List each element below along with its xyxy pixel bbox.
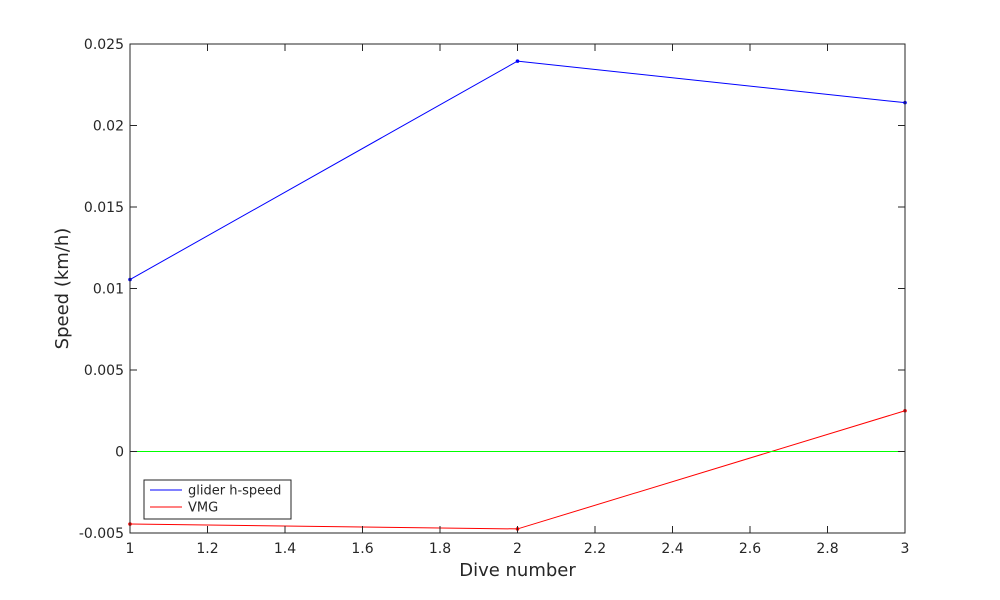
x-tick-label: 2.2 — [584, 541, 606, 557]
x-tick-label: 1.4 — [274, 541, 296, 557]
y-tick-label: -0.005 — [79, 526, 124, 542]
y-axis-label: Speed (km/h) — [52, 228, 73, 350]
x-tick-label: 1.6 — [351, 541, 373, 557]
x-axis-label: Dive number — [459, 560, 576, 581]
legend-box — [143, 479, 292, 520]
x-tick-label: 3 — [901, 541, 910, 557]
legend: glider h-speed VMG — [143, 479, 292, 520]
legend-label: glider h-speed — [188, 484, 281, 499]
x-tick-label: 2.4 — [661, 541, 683, 557]
plot-area — [130, 44, 905, 533]
y-tick-label: 0.005 — [84, 363, 124, 379]
legend-label: VMG — [188, 501, 218, 516]
x-tick-label: 1 — [126, 541, 135, 557]
x-tick-label: 2.8 — [816, 541, 838, 557]
y-tick-label: 0 — [115, 445, 124, 461]
ticks-layer: 1 1.2 1.4 1.6 1.8 2 2.2 2.4 2.6 2.8 3 -0.005 0 0.005 0… — [79, 37, 910, 557]
y-tick-label: 0.01 — [93, 282, 124, 298]
y-tick-label: 0.02 — [93, 119, 124, 135]
x-tick-label: 2.6 — [739, 541, 761, 557]
y-tick-label: 0.025 — [84, 37, 124, 53]
x-tick-label: 2 — [513, 541, 522, 557]
data-point — [515, 59, 520, 63]
x-tick-label: 1.2 — [196, 541, 218, 557]
y-tick-label: 0.015 — [84, 200, 124, 216]
x-tick-label: 1.8 — [429, 541, 451, 557]
